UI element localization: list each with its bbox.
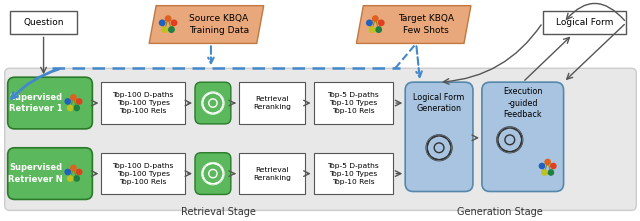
Circle shape <box>542 170 547 175</box>
Circle shape <box>71 165 76 171</box>
Circle shape <box>68 176 73 181</box>
Text: Top-5 D-paths
Top-10 Types
Top-10 Rels: Top-5 D-paths Top-10 Types Top-10 Rels <box>328 92 380 114</box>
Circle shape <box>369 27 374 32</box>
Circle shape <box>74 105 79 110</box>
Circle shape <box>169 27 174 32</box>
Bar <box>314 153 393 194</box>
FancyBboxPatch shape <box>482 82 564 191</box>
Bar <box>101 153 185 194</box>
Polygon shape <box>149 6 264 43</box>
FancyBboxPatch shape <box>405 82 473 191</box>
Circle shape <box>540 163 545 169</box>
Bar <box>10 11 77 34</box>
Circle shape <box>376 27 381 32</box>
Text: Execution
-guided
Feedback: Execution -guided Feedback <box>503 87 543 119</box>
FancyBboxPatch shape <box>8 148 92 199</box>
Circle shape <box>65 169 70 175</box>
Circle shape <box>372 16 378 21</box>
FancyBboxPatch shape <box>195 153 231 194</box>
Text: Retrieval Stage: Retrieval Stage <box>182 207 257 217</box>
Circle shape <box>551 163 556 169</box>
Bar <box>239 153 305 194</box>
Circle shape <box>367 20 372 26</box>
Bar <box>101 82 185 124</box>
Bar <box>543 11 627 34</box>
Circle shape <box>162 27 168 32</box>
Circle shape <box>71 95 76 100</box>
Circle shape <box>545 159 550 165</box>
Text: Retrieval
Reranking: Retrieval Reranking <box>253 96 291 110</box>
FancyBboxPatch shape <box>195 82 231 124</box>
Text: Top-5 D-paths
Top-10 Types
Top-10 Rels: Top-5 D-paths Top-10 Types Top-10 Rels <box>328 163 380 185</box>
Circle shape <box>548 170 554 175</box>
Circle shape <box>77 169 82 175</box>
FancyBboxPatch shape <box>8 77 92 129</box>
Circle shape <box>74 176 79 181</box>
Text: Top-100 D-paths
Top-100 Types
Top-100 Rels: Top-100 D-paths Top-100 Types Top-100 Re… <box>113 163 174 185</box>
Text: Question: Question <box>23 18 64 27</box>
Circle shape <box>65 99 70 104</box>
Text: Supervised
Retriever 1: Supervised Retriever 1 <box>9 93 63 113</box>
Circle shape <box>172 20 177 26</box>
Circle shape <box>378 20 384 26</box>
Text: Top-100 D-paths
Top-100 Types
Top-100 Rels: Top-100 D-paths Top-100 Types Top-100 Re… <box>113 92 174 114</box>
Circle shape <box>165 16 171 21</box>
Circle shape <box>159 20 165 26</box>
Text: Target KBQA
Few Shots: Target KBQA Few Shots <box>398 14 454 35</box>
Circle shape <box>77 99 82 104</box>
Polygon shape <box>356 6 471 43</box>
Bar <box>239 82 305 124</box>
Text: Generation Stage: Generation Stage <box>457 207 543 217</box>
Text: Supervised
Retriever N: Supervised Retriever N <box>8 163 63 184</box>
Text: Logical Form: Logical Form <box>556 18 613 27</box>
Bar <box>314 82 393 124</box>
Text: Retrieval
Reranking: Retrieval Reranking <box>253 167 291 181</box>
Text: Logical Form
Generation: Logical Form Generation <box>413 93 465 113</box>
Text: Source KBQA
Training Data: Source KBQA Training Data <box>189 14 249 35</box>
FancyBboxPatch shape <box>4 68 636 210</box>
Circle shape <box>68 105 73 110</box>
